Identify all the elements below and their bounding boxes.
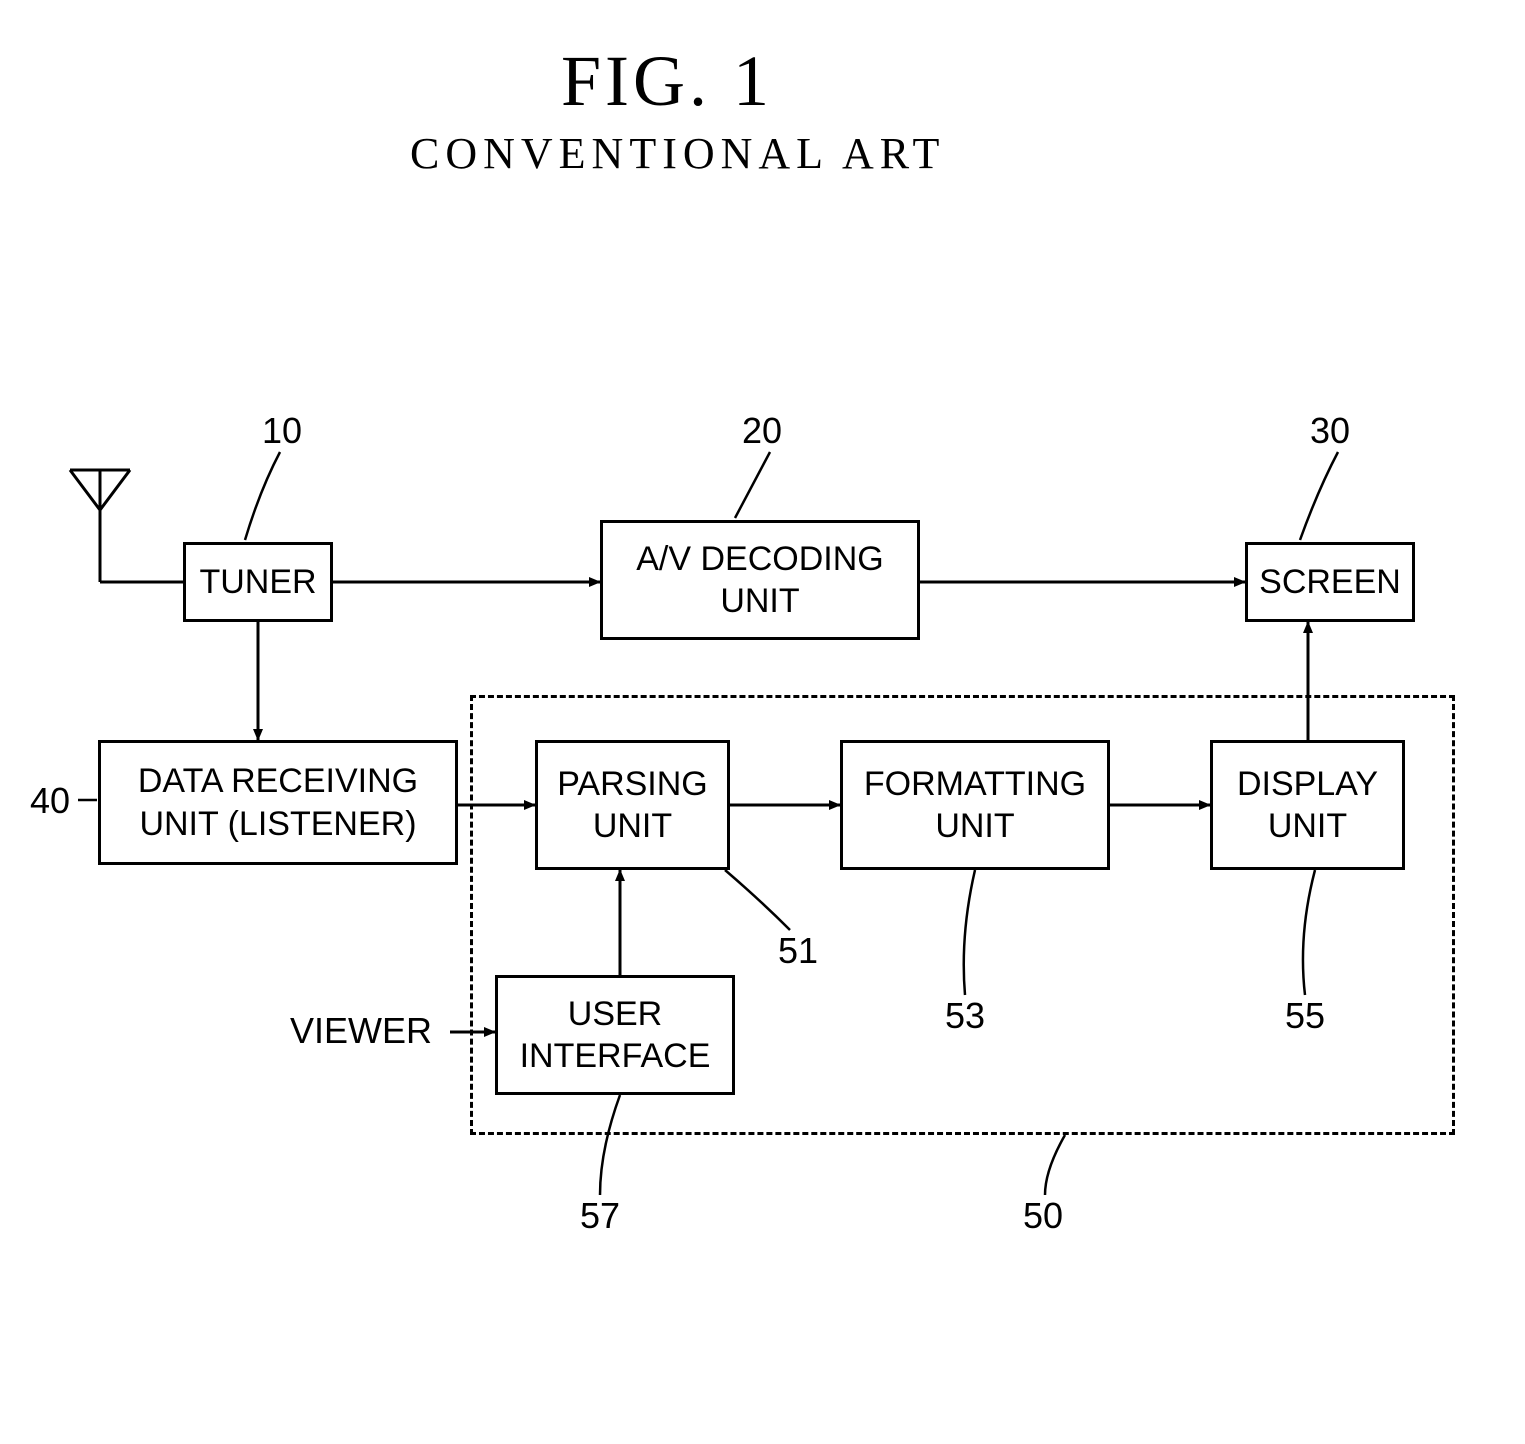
antenna-icon <box>70 470 183 582</box>
display-node: DISPLAYUNIT <box>1210 740 1405 870</box>
data-receiving-label: DATA RECEIVINGUNIT (LISTENER) <box>138 760 418 845</box>
diagram-canvas: FIG. 1 CONVENTIONAL ART TUNER A/V DECODI… <box>0 0 1525 1444</box>
ref-53: 53 <box>945 995 985 1037</box>
display-label: DISPLAYUNIT <box>1237 763 1378 848</box>
viewer-label: VIEWER <box>290 1010 432 1052</box>
ref-55: 55 <box>1285 995 1325 1037</box>
ref-30: 30 <box>1310 410 1350 452</box>
av-decoding-label: A/V DECODINGUNIT <box>636 538 883 623</box>
leader-20 <box>735 452 770 518</box>
data-receiving-node: DATA RECEIVINGUNIT (LISTENER) <box>98 740 458 865</box>
ref-51: 51 <box>778 930 818 972</box>
ref-20: 20 <box>742 410 782 452</box>
formatting-node: FORMATTINGUNIT <box>840 740 1110 870</box>
tuner-node: TUNER <box>183 542 333 622</box>
tuner-label: TUNER <box>199 561 316 604</box>
ref-50: 50 <box>1023 1195 1063 1237</box>
parsing-label: PARSINGUNIT <box>557 763 708 848</box>
user-interface-label: USERINTERFACE <box>520 993 711 1078</box>
parsing-node: PARSINGUNIT <box>535 740 730 870</box>
ref-40: 40 <box>30 780 70 822</box>
leader-30 <box>1300 452 1338 540</box>
leader-10 <box>245 452 280 540</box>
user-interface-node: USERINTERFACE <box>495 975 735 1095</box>
screen-node: SCREEN <box>1245 542 1415 622</box>
leader-50 <box>1045 1135 1065 1195</box>
formatting-label: FORMATTINGUNIT <box>864 763 1086 848</box>
ref-57: 57 <box>580 1195 620 1237</box>
ref-10: 10 <box>262 410 302 452</box>
av-decoding-node: A/V DECODINGUNIT <box>600 520 920 640</box>
figure-subtitle: CONVENTIONAL ART <box>410 128 945 179</box>
figure-title: FIG. 1 <box>561 40 773 123</box>
screen-label: SCREEN <box>1259 561 1401 604</box>
